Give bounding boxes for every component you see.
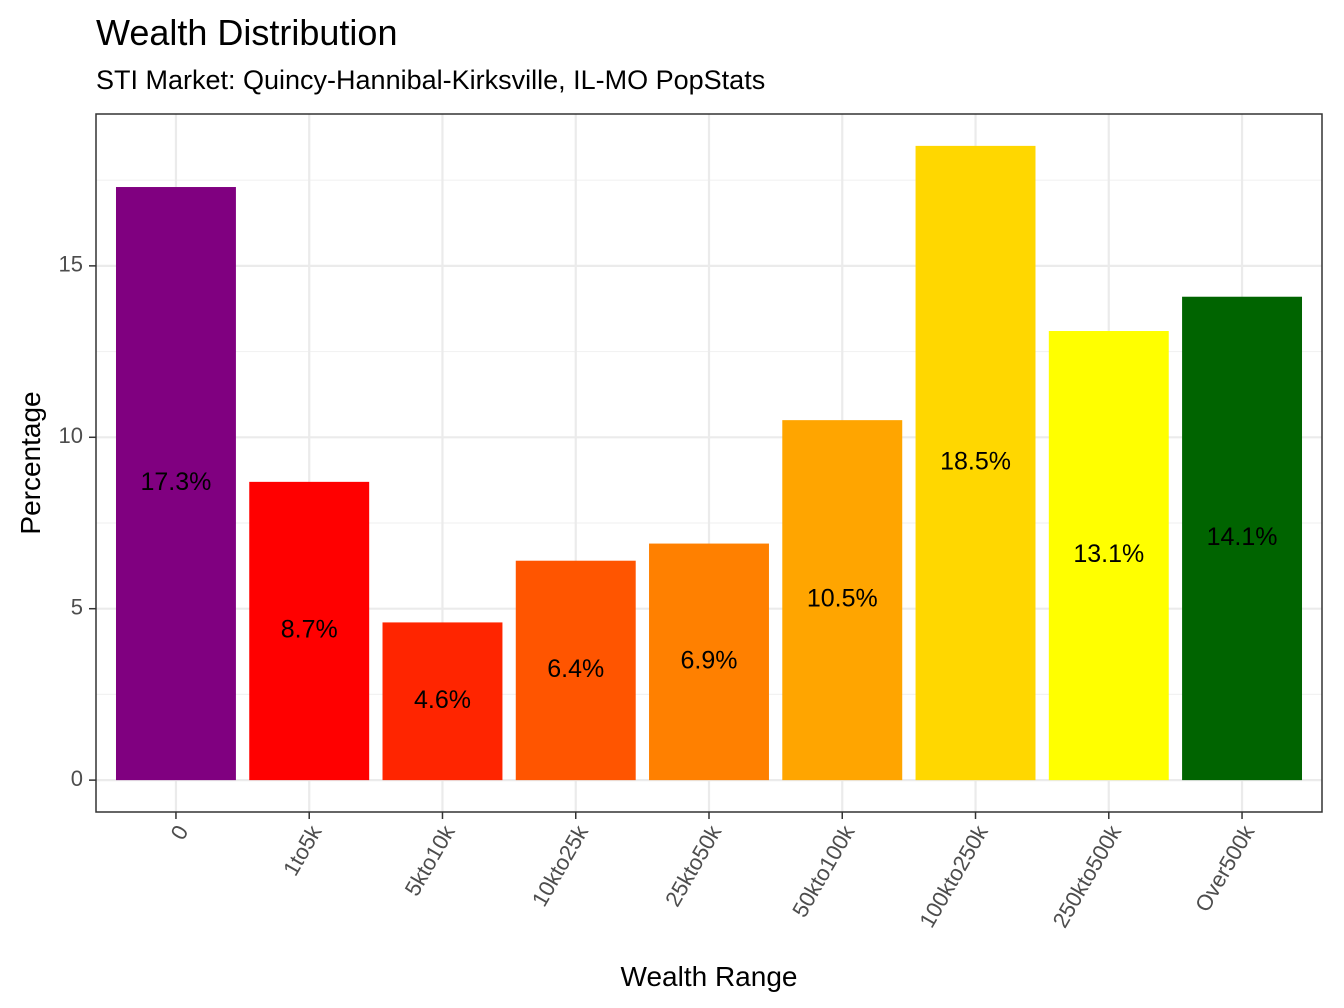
x-tick-label-10kto25k: 10kto25k — [527, 820, 594, 911]
chart-subtitle: STI Market: Quincy-Hannibal-Kirksville, … — [96, 65, 766, 95]
bar-250kto500k — [1048, 331, 1169, 781]
y-tick-label: 5 — [71, 595, 83, 620]
bar-label-Over500k: 14.1% — [1207, 523, 1278, 551]
bar-label-50kto100k: 10.5% — [807, 585, 878, 613]
y-axis-ticks: 0 5 10 15 — [59, 252, 96, 791]
bars — [115, 145, 1303, 781]
bar-label-1to5k: 8.7% — [281, 616, 338, 644]
bar-Over500k — [1182, 296, 1303, 781]
x-tick-label-Over500k: Over500k — [1190, 820, 1260, 916]
bar-label-10kto25k: 6.4% — [547, 655, 604, 683]
x-tick-label-250kto500k: 250kto500k — [1048, 820, 1127, 932]
y-tick-label: 15 — [59, 252, 83, 277]
bar-25kto50k — [649, 543, 769, 781]
bar-label-0: 17.3% — [141, 468, 212, 496]
x-axis-ticks: 0 1to5k 5kto10k 10kto25k 25kto50k 50kto100k 10… — [166, 812, 1260, 932]
bar-100kto250k — [915, 145, 1036, 781]
chart-title: Wealth Distribution — [96, 12, 398, 53]
x-tick-label-1to5k: 1to5k — [278, 820, 327, 880]
x-tick-label-0: 0 — [166, 821, 194, 844]
y-axis-title: Percentage — [15, 391, 46, 534]
x-tick-label-50kto100k: 50kto100k — [787, 820, 860, 921]
bar-5kto10k — [382, 622, 503, 781]
x-tick-label-25kto50k: 25kto50k — [660, 820, 727, 911]
bar-label-250kto500k: 13.1% — [1073, 540, 1144, 568]
bar-label-25kto50k: 6.9% — [681, 646, 738, 674]
bar-labels: 17.3% 8.7% 4.6% 6.4% 6.9% 10.5% 18.5% 13.1% 14.1… — [141, 448, 1278, 714]
bar-10kto25k — [515, 560, 636, 781]
y-tick-label: 10 — [59, 423, 83, 448]
bar-1to5k — [249, 481, 370, 781]
y-tick-label: 0 — [71, 766, 83, 791]
x-tick-label-100kto250k: 100kto250k — [914, 820, 993, 932]
bar-label-5kto10k: 4.6% — [414, 686, 471, 714]
bar-label-100kto250k: 18.5% — [940, 448, 1011, 476]
x-axis-title: Wealth Range — [621, 961, 798, 992]
x-tick-label-5kto10k: 5kto10k — [400, 820, 461, 900]
bar-0 — [115, 187, 236, 781]
bar-50kto100k — [782, 420, 903, 781]
